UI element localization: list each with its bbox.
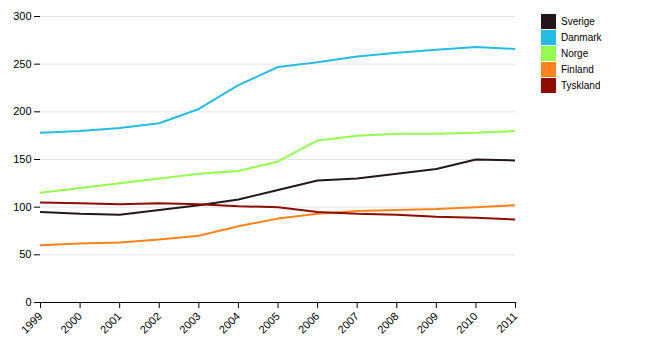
html-text:Danmark: Danmark	[561, 32, 602, 43]
svg-text:2007: 2007	[335, 310, 361, 336]
svg-text:2010: 2010	[454, 310, 480, 336]
svg-text:100: 100	[13, 201, 31, 213]
svg-text:2011: 2011	[494, 310, 519, 335]
svg-text:150: 150	[13, 153, 31, 165]
svg-text:2003: 2003	[177, 310, 203, 336]
svg-text:0: 0	[25, 296, 31, 308]
svg-text:50: 50	[19, 248, 31, 260]
html-text:Finland: Finland	[561, 64, 594, 75]
svg-text:1999: 1999	[19, 310, 45, 336]
svg-text:2002: 2002	[137, 310, 163, 336]
svg-text:250: 250	[13, 58, 31, 70]
html-text:Tyskland: Tyskland	[561, 80, 601, 91]
svg-text:2006: 2006	[296, 310, 322, 336]
svg-text:2008: 2008	[375, 310, 401, 336]
svg-text:2005: 2005	[256, 310, 282, 336]
svg-text:2004: 2004	[217, 310, 243, 336]
svg-text:2009: 2009	[414, 310, 440, 336]
svg-text:300: 300	[13, 10, 31, 22]
html-text:Sverige: Sverige	[561, 16, 595, 27]
svg-text:2000: 2000	[58, 310, 84, 336]
svg-text:200: 200	[13, 105, 31, 117]
svg-text:2001: 2001	[98, 310, 124, 336]
html-text:Norge: Norge	[561, 48, 589, 59]
